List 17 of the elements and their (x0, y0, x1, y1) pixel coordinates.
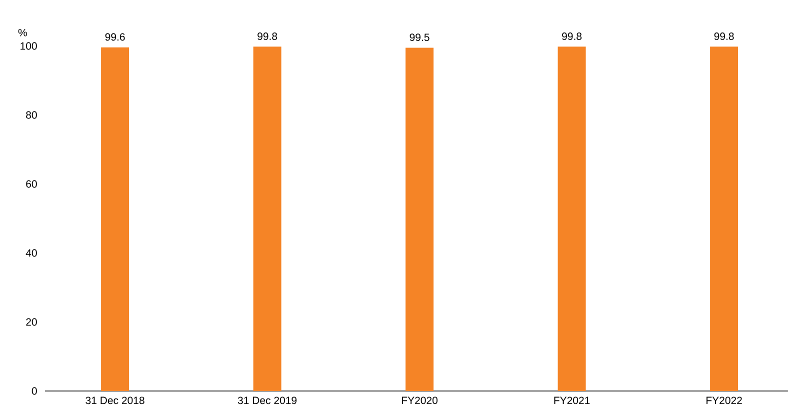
data-label: 99.8 (258, 32, 278, 40)
data-label: 99.8 (714, 32, 734, 40)
y-axis-title: % (18, 28, 27, 36)
data-label: 99.6 (105, 33, 125, 41)
x-tick-label: FY2020 (402, 396, 438, 404)
data-label: 99.5 (410, 34, 430, 42)
y-tick-label: 60 (26, 180, 37, 188)
y-tick-label: 80 (26, 111, 37, 119)
data-label: 99.8 (562, 32, 582, 40)
x-tick-label: FY2022 (706, 396, 742, 404)
x-tick-label: FY2021 (554, 396, 590, 404)
y-tick-label: 20 (26, 318, 37, 326)
y-tick-label: 0 (32, 387, 37, 395)
y-tick-label: 100 (20, 42, 37, 50)
y-tick-label: 40 (26, 249, 37, 257)
x-tick-label: 31 Dec 2018 (86, 396, 144, 404)
x-tick-label: 31 Dec 2019 (238, 396, 297, 404)
